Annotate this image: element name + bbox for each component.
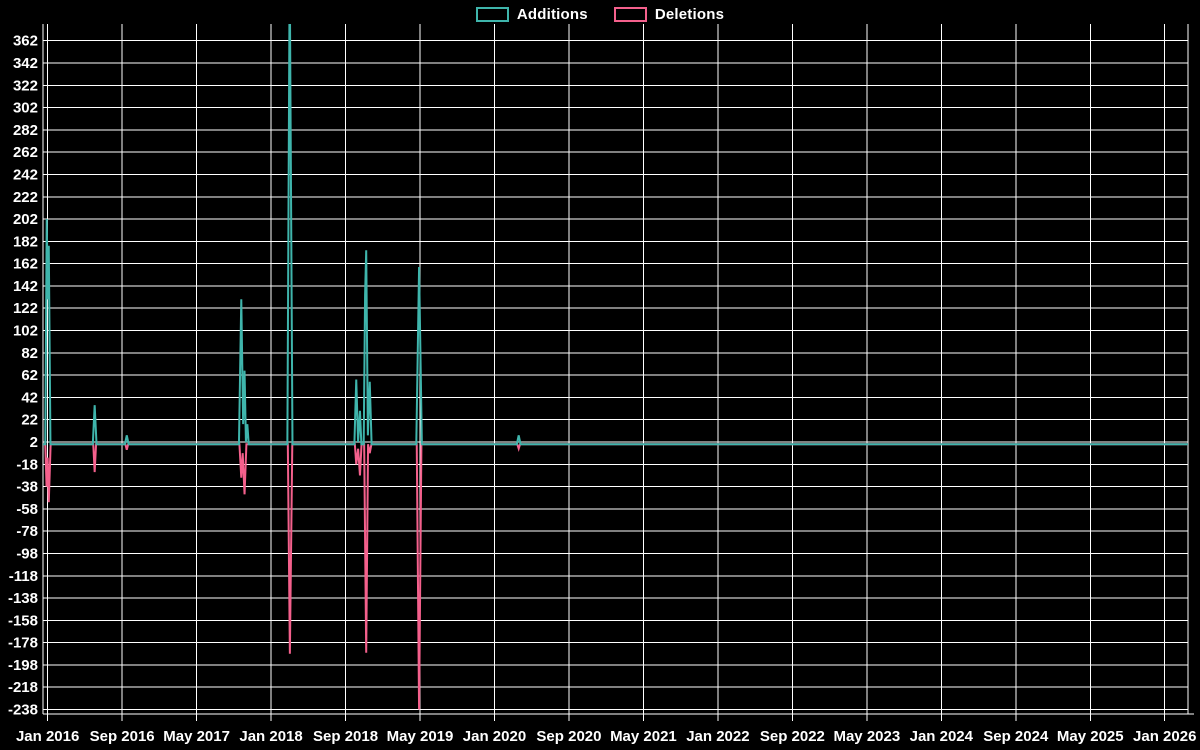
- y-axis-tick-label: 122: [13, 300, 38, 317]
- y-axis-tick-label: 182: [13, 233, 38, 250]
- legend-item-deletions[interactable]: Deletions: [613, 6, 725, 23]
- x-axis-tick-label: Jan 2022: [686, 728, 749, 745]
- x-axis-tick-label: Jan 2024: [910, 728, 974, 745]
- y-axis-tick-label: 342: [13, 55, 38, 72]
- x-axis-tick-label: May 2019: [387, 728, 454, 745]
- x-axis-tick-label: Jan 2026: [1133, 728, 1196, 745]
- additions-line: [43, 24, 1188, 446]
- y-axis-tick-label: 162: [13, 256, 38, 273]
- additions-legend-label: Additions: [516, 6, 588, 23]
- chart-legend: Additions Deletions: [0, 6, 1200, 23]
- x-axis-tick-label: May 2023: [833, 728, 900, 745]
- y-axis-tick-label: -158: [8, 612, 38, 629]
- y-axis-tick-label: 202: [13, 211, 38, 228]
- y-axis-tick-label: -98: [16, 545, 38, 562]
- x-axis-tick-label: Jan 2018: [239, 728, 302, 745]
- y-axis-tick-label: 222: [13, 189, 38, 206]
- y-axis-tick-label: -58: [16, 501, 38, 518]
- y-axis-tick-label: 282: [13, 122, 38, 139]
- y-axis-tick-label: -38: [16, 479, 38, 496]
- y-axis-tick-label: 142: [13, 278, 38, 295]
- y-axis-tick-label: 62: [21, 367, 38, 384]
- y-axis-tick-label: -238: [8, 702, 38, 719]
- y-axis-tick-label: -78: [16, 523, 38, 540]
- y-axis-tick-label: -218: [8, 679, 38, 696]
- y-axis-tick-label: -138: [8, 590, 38, 607]
- y-axis-tick-label: 302: [13, 100, 38, 117]
- y-axis-tick-label: -118: [9, 568, 38, 585]
- x-axis-tick-label: May 2021: [610, 728, 677, 745]
- y-axis-tick-label: 22: [21, 412, 38, 429]
- y-axis-tick-label: 242: [13, 166, 38, 183]
- x-axis-tick-label: May 2017: [163, 728, 230, 745]
- y-axis-tick-label: 262: [13, 144, 38, 161]
- x-axis-tick-label: Sep 2024: [983, 728, 1049, 745]
- y-axis-tick-label: 102: [13, 323, 38, 340]
- y-axis-tick-label: 2: [30, 434, 38, 451]
- x-axis-tick-label: Jan 2020: [463, 728, 526, 745]
- deletions-swatch-icon: [613, 7, 647, 22]
- y-axis-tick-label: -198: [8, 657, 38, 674]
- x-axis-tick-label: Sep 2020: [536, 728, 601, 745]
- x-axis-tick-label: Sep 2018: [313, 728, 378, 745]
- y-axis-tick-label: 42: [21, 389, 38, 406]
- additions-swatch-icon: [475, 7, 509, 22]
- y-axis-tick-label: 362: [13, 33, 38, 50]
- x-axis-tick-label: Sep 2016: [90, 728, 155, 745]
- y-axis-tick-label: -178: [8, 635, 38, 652]
- x-axis-tick-label: Sep 2022: [760, 728, 825, 745]
- legend-item-additions[interactable]: Additions: [475, 6, 588, 23]
- x-axis-tick-label: Jan 2016: [16, 728, 79, 745]
- y-axis-tick-label: -18: [16, 456, 38, 473]
- y-axis-tick-label: 322: [13, 77, 38, 94]
- deletions-legend-label: Deletions: [654, 6, 725, 23]
- x-axis-tick-label: May 2025: [1057, 728, 1124, 745]
- y-axis-tick-label: 82: [21, 345, 38, 362]
